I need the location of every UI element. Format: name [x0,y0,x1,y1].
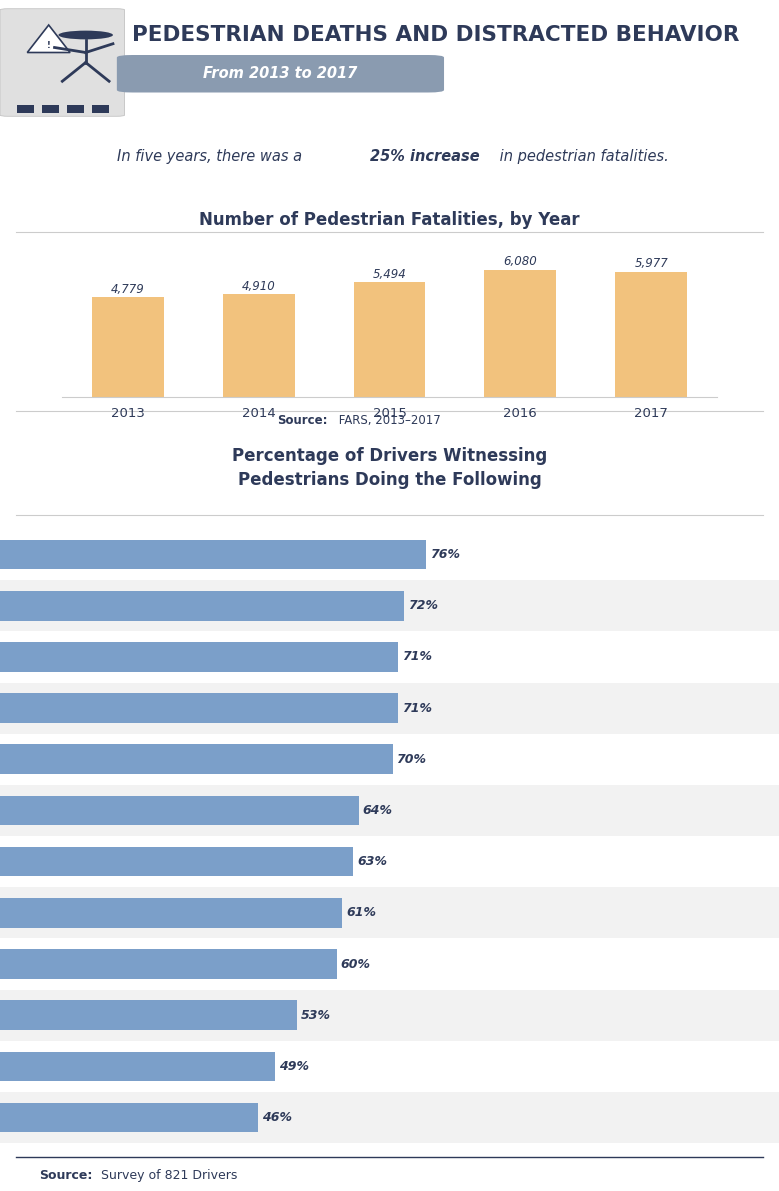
Text: PEDESTRIAN DEATHS AND DISTRACTED BEHAVIOR: PEDESTRIAN DEATHS AND DISTRACTED BEHAVIO… [132,25,740,45]
Bar [42,105,59,112]
Bar [67,105,84,112]
Text: FARS, 2013–2017: FARS, 2013–2017 [335,414,441,426]
Polygon shape [27,25,70,52]
Text: 25% increase: 25% increase [370,149,480,164]
FancyBboxPatch shape [117,55,444,93]
Text: In five years, there was a: In five years, there was a [117,149,307,164]
Text: Source:: Source: [39,1170,93,1183]
Text: From 2013 to 2017: From 2013 to 2017 [203,67,358,81]
Text: Percentage of Drivers Witnessing
Pedestrians Doing the Following: Percentage of Drivers Witnessing Pedestr… [232,447,547,488]
Text: Number of Pedestrian Fatalities, by Year: Number of Pedestrian Fatalities, by Year [199,211,580,230]
Text: !: ! [47,40,51,50]
FancyBboxPatch shape [0,8,125,117]
Text: Source:: Source: [277,414,327,426]
Bar [92,105,109,112]
Bar [17,105,34,112]
Text: Survey of 821 Drivers: Survey of 821 Drivers [97,1170,238,1183]
Text: in pedestrian fatalities.: in pedestrian fatalities. [495,149,668,164]
Circle shape [58,31,113,39]
